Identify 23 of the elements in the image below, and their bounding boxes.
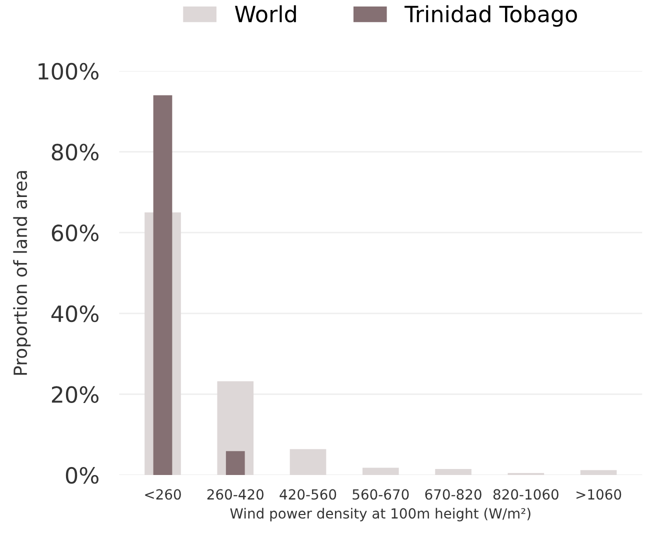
x-tick-label: 420-560: [280, 489, 336, 500]
x-tick-label: 670-820: [425, 489, 482, 500]
y-tick-label: 0%: [66, 466, 98, 484]
bar: [153, 95, 172, 476]
bar: [362, 468, 399, 476]
y-axis-title: Proportion of land area: [13, 171, 31, 375]
x-tick-label: 820-1060: [493, 489, 558, 500]
legend-label: World: [234, 5, 296, 22]
legend-label: Trinidad Tobago: [404, 5, 577, 27]
y-tick-label: 20%: [52, 386, 98, 403]
y-tick-label: 80%: [52, 144, 98, 161]
x-axis-title: Wind power density at 100m height (W/m²): [230, 508, 530, 522]
bar: [435, 468, 472, 476]
y-tick-label: 100%: [38, 62, 98, 80]
bar: [226, 451, 245, 476]
bar: [580, 470, 617, 476]
bar: [290, 449, 326, 476]
y-tick-label: 60%: [52, 224, 98, 242]
x-tick-label: >1060: [576, 489, 622, 500]
x-tick-label: 560-670: [352, 489, 409, 500]
x-tick-label: 260-420: [207, 489, 264, 500]
x-tick-label: <260: [145, 489, 181, 500]
y-tick-label: 40%: [51, 305, 98, 322]
